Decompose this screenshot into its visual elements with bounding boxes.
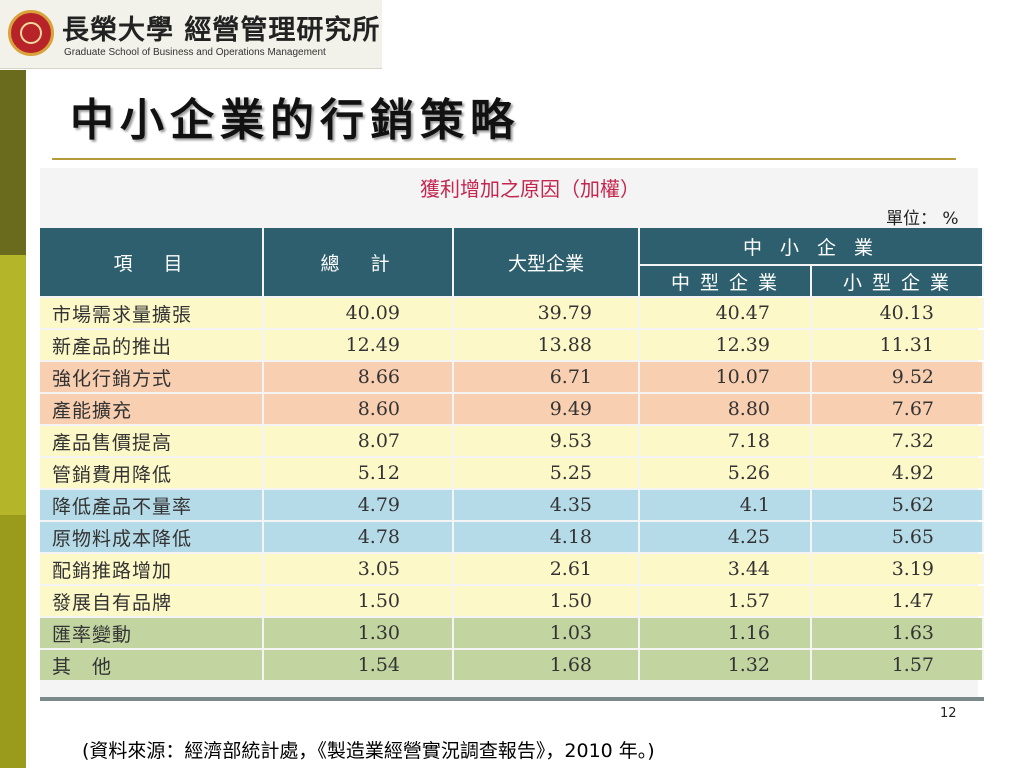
header-small: 小 型 企 業 <box>812 266 984 296</box>
table-row: 原物料成本降低 4.78 4.18 4.25 5.65 <box>40 522 984 552</box>
row-small-value: 5.65 <box>812 522 984 552</box>
row-small-value: 4.92 <box>812 458 984 488</box>
row-large-value: 1.03 <box>454 618 640 648</box>
row-large-value: 1.50 <box>454 586 640 616</box>
left-accent-bar-dark <box>0 70 26 255</box>
logo-english-name: Graduate School of Business and Operatio… <box>64 47 326 58</box>
table-row: 新產品的推出 12.49 13.88 12.39 11.31 <box>40 330 984 360</box>
row-medium-value: 7.18 <box>640 426 812 456</box>
table-row: 管銷費用降低 5.12 5.25 5.26 4.92 <box>40 458 984 488</box>
university-logo: 長榮大學 經營管理研究所 Graduate School of Business… <box>0 0 382 69</box>
row-large-value: 9.53 <box>454 426 640 456</box>
row-large-value: 2.61 <box>454 554 640 584</box>
page-number: 12 <box>940 706 957 721</box>
row-small-value: 40.13 <box>812 298 984 328</box>
row-large-value: 6.71 <box>454 362 640 392</box>
row-small-value: 3.19 <box>812 554 984 584</box>
row-total-value: 4.79 <box>264 490 454 520</box>
row-item-label: 產能擴充 <box>40 394 264 424</box>
row-medium-value: 12.39 <box>640 330 812 360</box>
row-medium-value: 1.32 <box>640 650 812 680</box>
row-item-label: 其 他 <box>40 650 264 680</box>
logo-chinese-name: 長榮大學 經營管理研究所 <box>62 15 381 46</box>
table-row: 匯率變動 1.30 1.03 1.16 1.63 <box>40 618 984 648</box>
left-accent-bar-olive <box>0 515 26 768</box>
row-item-label: 降低產品不量率 <box>40 490 264 520</box>
row-large-value: 9.49 <box>454 394 640 424</box>
row-item-label: 管銷費用降低 <box>40 458 264 488</box>
row-total-value: 4.78 <box>264 522 454 552</box>
table-bottom-rule <box>40 697 984 701</box>
row-large-value: 5.25 <box>454 458 640 488</box>
table-row: 強化行銷方式 8.66 6.71 10.07 9.52 <box>40 362 984 392</box>
row-small-value: 1.57 <box>812 650 984 680</box>
row-total-value: 8.60 <box>264 394 454 424</box>
row-small-value: 7.67 <box>812 394 984 424</box>
row-total-value: 1.30 <box>264 618 454 648</box>
row-large-value: 1.68 <box>454 650 640 680</box>
header-total: 總 計 <box>264 228 454 296</box>
title-divider <box>52 158 956 160</box>
table-row: 市場需求量擴張 40.09 39.79 40.47 40.13 <box>40 298 984 328</box>
row-medium-value: 5.26 <box>640 458 812 488</box>
row-item-label: 原物料成本降低 <box>40 522 264 552</box>
university-seal-icon <box>8 10 54 56</box>
table-subtitle: 獲利增加之原因（加權） <box>420 177 640 201</box>
row-total-value: 1.50 <box>264 586 454 616</box>
row-total-value: 1.54 <box>264 650 454 680</box>
row-item-label: 匯率變動 <box>40 618 264 648</box>
row-small-value: 1.63 <box>812 618 984 648</box>
table-row: 配銷推路增加 3.05 2.61 3.44 3.19 <box>40 554 984 584</box>
header-large: 大型企業 <box>454 228 640 296</box>
row-item-label: 市場需求量擴張 <box>40 298 264 328</box>
row-small-value: 11.31 <box>812 330 984 360</box>
row-medium-value: 4.25 <box>640 522 812 552</box>
row-item-label: 產品售價提高 <box>40 426 264 456</box>
row-total-value: 40.09 <box>264 298 454 328</box>
row-small-value: 1.47 <box>812 586 984 616</box>
row-medium-value: 10.07 <box>640 362 812 392</box>
table-row: 產品售價提高 8.07 9.53 7.18 7.32 <box>40 426 984 456</box>
row-large-value: 4.35 <box>454 490 640 520</box>
row-small-value: 5.62 <box>812 490 984 520</box>
row-small-value: 9.52 <box>812 362 984 392</box>
table-row: 其 他 1.54 1.68 1.32 1.57 <box>40 650 984 680</box>
table-row: 產能擴充 8.60 9.49 8.80 7.67 <box>40 394 984 424</box>
source-note: (資料來源：經濟部統計處，《製造業經營實況調查報告》，2010 年。) <box>82 740 655 762</box>
row-total-value: 8.66 <box>264 362 454 392</box>
row-large-value: 39.79 <box>454 298 640 328</box>
table-unit: 單位： % <box>886 209 959 229</box>
header-sme: 中 小 企 業 <box>640 228 984 264</box>
header-medium: 中 型 企 業 <box>640 266 812 296</box>
row-total-value: 8.07 <box>264 426 454 456</box>
row-item-label: 發展自有品牌 <box>40 586 264 616</box>
row-medium-value: 3.44 <box>640 554 812 584</box>
row-large-value: 13.88 <box>454 330 640 360</box>
row-medium-value: 8.80 <box>640 394 812 424</box>
row-total-value: 5.12 <box>264 458 454 488</box>
row-total-value: 12.49 <box>264 330 454 360</box>
row-medium-value: 1.57 <box>640 586 812 616</box>
row-total-value: 3.05 <box>264 554 454 584</box>
row-medium-value: 40.47 <box>640 298 812 328</box>
row-item-label: 配銷推路增加 <box>40 554 264 584</box>
table-row: 發展自有品牌 1.50 1.50 1.57 1.47 <box>40 586 984 616</box>
row-item-label: 新產品的推出 <box>40 330 264 360</box>
slide-title: 中小企業的行銷策略 <box>70 95 520 146</box>
table-row: 降低產品不量率 4.79 4.35 4.1 5.62 <box>40 490 984 520</box>
row-small-value: 7.32 <box>812 426 984 456</box>
row-item-label: 強化行銷方式 <box>40 362 264 392</box>
row-medium-value: 1.16 <box>640 618 812 648</box>
row-medium-value: 4.1 <box>640 490 812 520</box>
profit-reasons-table: 項 目 總 計 大型企業 中 小 企 業 中 型 企 業 小 型 企 業 市場需… <box>40 226 984 682</box>
row-large-value: 4.18 <box>454 522 640 552</box>
header-item: 項 目 <box>40 228 264 296</box>
